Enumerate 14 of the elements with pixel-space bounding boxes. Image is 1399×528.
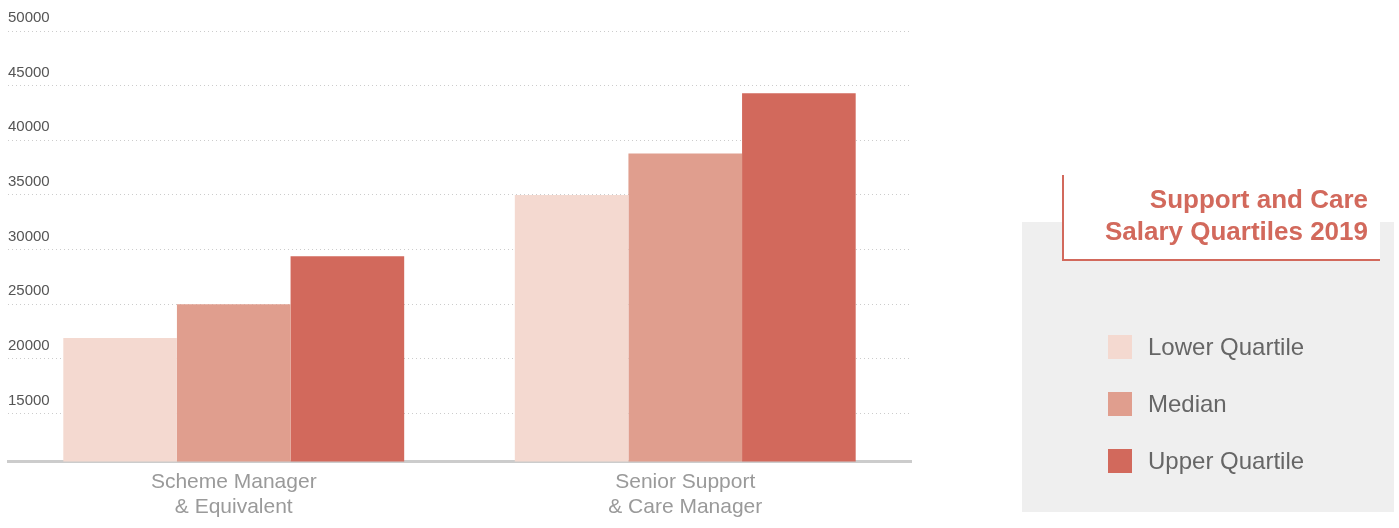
- y-tick-label: 25000: [8, 281, 50, 299]
- legend-label: Lower Quartile: [1148, 332, 1305, 361]
- y-tick-label: 30000: [8, 226, 50, 244]
- x-tick-label: Senior Support & Care Manager: [608, 469, 763, 518]
- text: Support and Care Salary Quartiles 2019: [1062, 175, 1380, 261]
- y-tick-label: 20000: [8, 336, 50, 354]
- legend-label: Median: [1148, 389, 1227, 418]
- y-tick-label: 35000: [8, 172, 50, 190]
- y-tick-label: 45000: [8, 62, 50, 80]
- legend-label: Upper Quartile: [1148, 446, 1305, 475]
- y-tick-label: 50000: [8, 8, 50, 26]
- y-tick-label: 15000: [8, 390, 50, 408]
- x-tick-label: Scheme Manager & Equivalent: [150, 469, 317, 518]
- y-tick-label: 40000: [8, 117, 50, 135]
